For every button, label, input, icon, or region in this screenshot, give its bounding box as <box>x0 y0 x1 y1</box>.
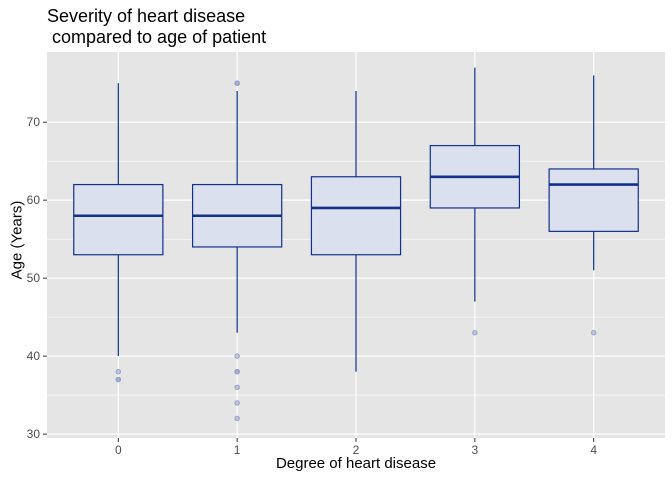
outlier-point <box>590 330 597 336</box>
y-tick-label: 60 <box>27 193 41 207</box>
box-group <box>310 90 402 372</box>
box-group <box>191 80 283 422</box>
y-tick-label: 50 <box>27 271 41 285</box>
y-tick-label: 40 <box>27 349 41 363</box>
box-series <box>73 67 639 422</box>
box-group <box>548 75 639 336</box>
outlier-point <box>234 400 240 406</box>
box-iqr <box>548 168 639 232</box>
outlier-point <box>234 384 240 391</box>
x-axis-label: Degree of heart disease <box>275 455 437 472</box>
x-axis-ticks: 0 1 2 3 4 <box>115 438 597 457</box>
x-tick-label: 3 <box>472 443 479 457</box>
outlier-point <box>115 376 122 383</box>
outlier-point <box>234 369 240 375</box>
y-tick-label: 70 <box>27 115 41 129</box>
y-axis-label: Age (Years) <box>8 200 26 280</box>
outlier-point <box>234 80 240 86</box>
outlier-point <box>472 330 478 336</box>
outlier-point <box>115 369 122 375</box>
x-tick-label: 2 <box>353 443 360 457</box>
box-group <box>73 83 164 383</box>
x-tick-label: 1 <box>234 443 241 457</box>
chart-title: Severity of heart disease compared to ag… <box>47 6 267 47</box>
outlier-point <box>234 353 240 359</box>
x-tick-label: 4 <box>590 443 597 457</box>
box-group <box>429 67 521 336</box>
box-iqr <box>310 176 402 256</box>
box-iqr <box>73 183 164 256</box>
outlier-point <box>234 415 240 422</box>
y-tick-label: 30 <box>27 427 41 441</box>
x-tick-label: 0 <box>115 443 122 457</box>
y-axis-ticks: 30 40 50 60 70 <box>27 115 47 441</box>
